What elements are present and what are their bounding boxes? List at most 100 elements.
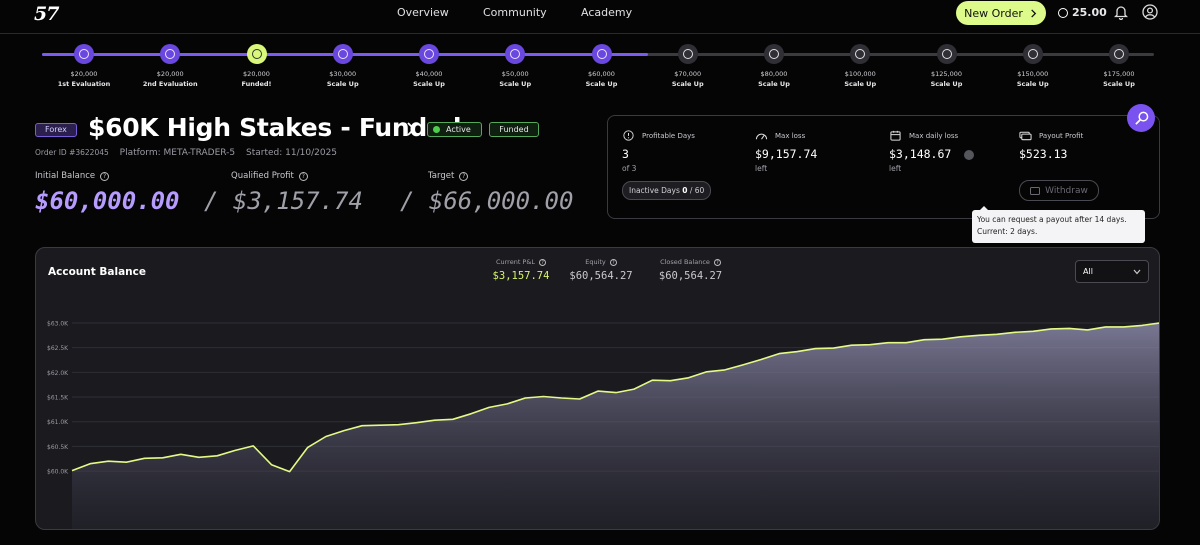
step-badge-icon: [74, 44, 94, 64]
closed-balance-value: $60,564.27: [658, 270, 723, 282]
order-id: Order ID #3622045: [35, 148, 109, 157]
max-daily-loss-sub: left: [889, 164, 902, 173]
step-label: Scale Up: [671, 80, 704, 88]
wallet-balance-value: 25.00: [1072, 6, 1107, 19]
equity-label: Equity: [585, 258, 606, 266]
brand-logo[interactable]: 57: [34, 3, 59, 25]
bell-icon[interactable]: [1114, 4, 1128, 20]
step-amount: $150,000: [1017, 70, 1049, 78]
balance-line: [71, 322, 1159, 473]
inactive-days-total: / 60: [689, 186, 705, 195]
stepper-step: $80,000 Scale Up: [739, 44, 809, 88]
range-select[interactable]: All: [1075, 260, 1149, 283]
step-label: Funded!: [241, 80, 272, 88]
help-icon[interactable]: ?: [539, 258, 547, 266]
nav-academy[interactable]: Academy: [581, 6, 633, 19]
tooltip-line-2: Current: 2 days.: [977, 227, 1038, 236]
nav-community[interactable]: Community: [483, 6, 547, 19]
target-value: / $66,000.00: [400, 187, 574, 215]
step-amount: $100,000: [844, 70, 876, 78]
y-tick-label: $62.5K: [47, 345, 69, 352]
step-badge-icon: [332, 44, 353, 64]
step-amount: $125,000: [930, 70, 962, 78]
help-icon[interactable]: ?: [713, 258, 721, 266]
account-title: $60K High Stakes - Funded: [88, 113, 462, 142]
magnifier-icon: [1134, 111, 1148, 125]
help-icon[interactable]: ?: [609, 258, 617, 266]
step-label: Scale Up: [1103, 80, 1135, 88]
target-label-row: Target ?: [428, 171, 469, 181]
stepper-step: $40,000 Scale Up: [394, 44, 464, 88]
start-date: Started: 11/10/2025: [246, 148, 338, 158]
qualified-profit-label-row: Qualified Profit ?: [231, 171, 308, 181]
account-progress-stepper: $20,000 1st Evaluation $20,000 2nd Evaluati…: [42, 44, 1154, 92]
stepper-step: $175,000 Scale Up: [1084, 44, 1154, 88]
step-badge-icon: [850, 44, 871, 64]
platform: Platform: META-TRADER-5: [119, 148, 236, 158]
step-amount: $80,000: [760, 70, 788, 78]
max-daily-loss-label: Max daily loss: [909, 131, 959, 140]
info-icon: [623, 130, 634, 141]
step-badge-icon: [1109, 44, 1129, 64]
help-icon[interactable]: ?: [100, 171, 110, 181]
kpi-closed-balance: Closed Balance? $60,564.27: [648, 258, 733, 282]
help-icon[interactable]: ?: [298, 171, 308, 181]
step-badge-icon: [419, 44, 439, 64]
y-tick-label: $60.0K: [47, 469, 69, 476]
stepper-step: $60,000 Scale Up: [567, 44, 637, 88]
step-badge-icon: [764, 44, 784, 64]
y-tick-label: $61.5K: [47, 395, 69, 402]
status-badge: Active: [427, 122, 482, 137]
stepper-step: $70,000 Scale Up: [653, 44, 723, 88]
initial-balance-value: $60,000.00: [35, 187, 180, 215]
profitable-days-label: Profitable Days: [642, 131, 695, 140]
new-order-label: New Order: [964, 6, 1023, 20]
help-icon[interactable]: ?: [459, 171, 469, 181]
step-label: Scale Up: [844, 80, 877, 88]
step-amount: $40,000: [415, 70, 443, 78]
chart-title: Account Balance: [48, 266, 147, 278]
qualified-profit-value: / $3,157.74: [204, 187, 363, 215]
max-loss-label: Max loss: [775, 131, 806, 140]
y-tick-label: $60.5K: [47, 444, 69, 451]
step-badge-icon: [936, 44, 957, 64]
step-label: Scale Up: [413, 80, 445, 88]
coin-icon: [1058, 7, 1068, 18]
tooltip-line-1: You can request a payout after 14 days.: [977, 215, 1127, 224]
account-meta: Order ID #3622045 Platform: META-TRADER-…: [35, 148, 345, 158]
withdraw-button[interactable]: Withdraw: [1019, 180, 1099, 201]
stepper-step: $150,000 Scale Up: [998, 44, 1068, 88]
step-label: Scale Up: [1016, 80, 1049, 88]
stat-max-loss: Max loss $9,157.74 left: [755, 130, 817, 174]
new-order-button[interactable]: New Order: [956, 1, 1046, 25]
wallet-balance[interactable]: 25.00: [1058, 6, 1107, 19]
nav-overview[interactable]: Overview: [397, 6, 449, 19]
balance-area: [72, 323, 1159, 529]
status-label: Active: [446, 125, 471, 134]
search-fab-button[interactable]: [1127, 104, 1155, 132]
step-amount: $175,000: [1103, 70, 1135, 78]
target-label: Target: [428, 171, 455, 181]
stepper-step: $30,000 Scale Up: [308, 44, 378, 88]
kpi-current-pnl: Current P&L? $3,157.74: [476, 258, 566, 282]
wallet-icon: [1030, 186, 1041, 195]
step-label: Scale Up: [499, 80, 532, 88]
gauge-icon: [755, 133, 768, 140]
y-tick-label: $63.0K: [47, 320, 69, 327]
step-badge-icon: [677, 44, 698, 64]
payout-profit-label: Payout Profit: [1039, 131, 1084, 140]
withdraw-label: Withdraw: [1045, 185, 1088, 196]
kpi-equity: Equity? $60,564.27: [561, 258, 641, 282]
step-badge-icon: [160, 44, 181, 64]
y-tick-label: $62.0K: [47, 370, 69, 377]
user-avatar-icon[interactable]: [1142, 4, 1158, 20]
chevron-right-icon[interactable]: [405, 120, 417, 138]
balance-chart: $60.0K $60.5K $61.0K $61.5K $62.0K $62.5K $63.…: [47, 320, 1159, 529]
step-label: 1st Evaluation: [57, 80, 111, 88]
phase-badge: Funded: [489, 122, 539, 137]
initial-balance-label-row: Initial Balance ?: [35, 171, 110, 181]
stat-max-daily-loss: Max daily loss $3,148.67 left: [889, 130, 975, 173]
top-nav-bar: 57 Overview Community Academy New Order …: [0, 0, 1200, 34]
qualified-profit-label: Qualified Profit: [231, 171, 294, 181]
payout-tooltip: You can request a payout after 14 days. …: [972, 206, 1145, 243]
